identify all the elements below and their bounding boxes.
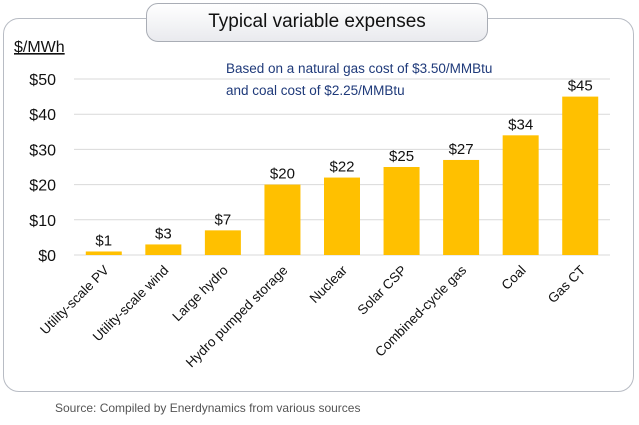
y-tick-label: $10 (29, 213, 56, 230)
data-label: $1 (95, 232, 112, 249)
data-label: $34 (508, 116, 533, 133)
bar-3 (264, 184, 301, 255)
source-note: Source: Compiled by Enerdynamics from va… (55, 401, 361, 415)
y-tick-label: $50 (29, 72, 56, 89)
chart-title: Typical variable expenses (146, 3, 488, 42)
y-tick-label: $40 (29, 107, 56, 124)
data-label: $27 (449, 141, 474, 158)
x-tick-label: Large hydro (169, 263, 231, 325)
data-label: $3 (155, 225, 172, 242)
bar-6 (443, 159, 480, 255)
annotation-line: Based on a natural gas cost of $3.50/MMB… (226, 61, 492, 76)
data-label: $7 (215, 211, 232, 228)
y-tick-label: $0 (38, 248, 56, 265)
bar-1 (145, 244, 182, 255)
y-tick-label: $20 (29, 178, 56, 195)
x-tick-label: Gas CT (545, 263, 588, 306)
bar-2 (204, 230, 241, 255)
bar-8 (562, 96, 599, 255)
x-tick-label: Solar CSP (355, 263, 410, 318)
data-label: $22 (329, 159, 354, 176)
data-label: $20 (270, 166, 295, 183)
y-axis-label: $/MWh (14, 39, 65, 56)
bar-5 (383, 167, 420, 255)
data-label: $25 (389, 148, 414, 165)
bar-4 (324, 177, 360, 255)
bar-0 (85, 251, 122, 255)
data-label: $45 (568, 78, 593, 95)
x-tick-label: Coal (499, 263, 529, 293)
annotation-line: and coal cost of $2.25/MMBtu (226, 83, 405, 98)
y-tick-label: $30 (29, 142, 56, 159)
bar-7 (502, 135, 539, 255)
x-tick-label: Nuclear (307, 262, 351, 306)
x-tick-label: Hydro pumped storage (183, 263, 291, 371)
